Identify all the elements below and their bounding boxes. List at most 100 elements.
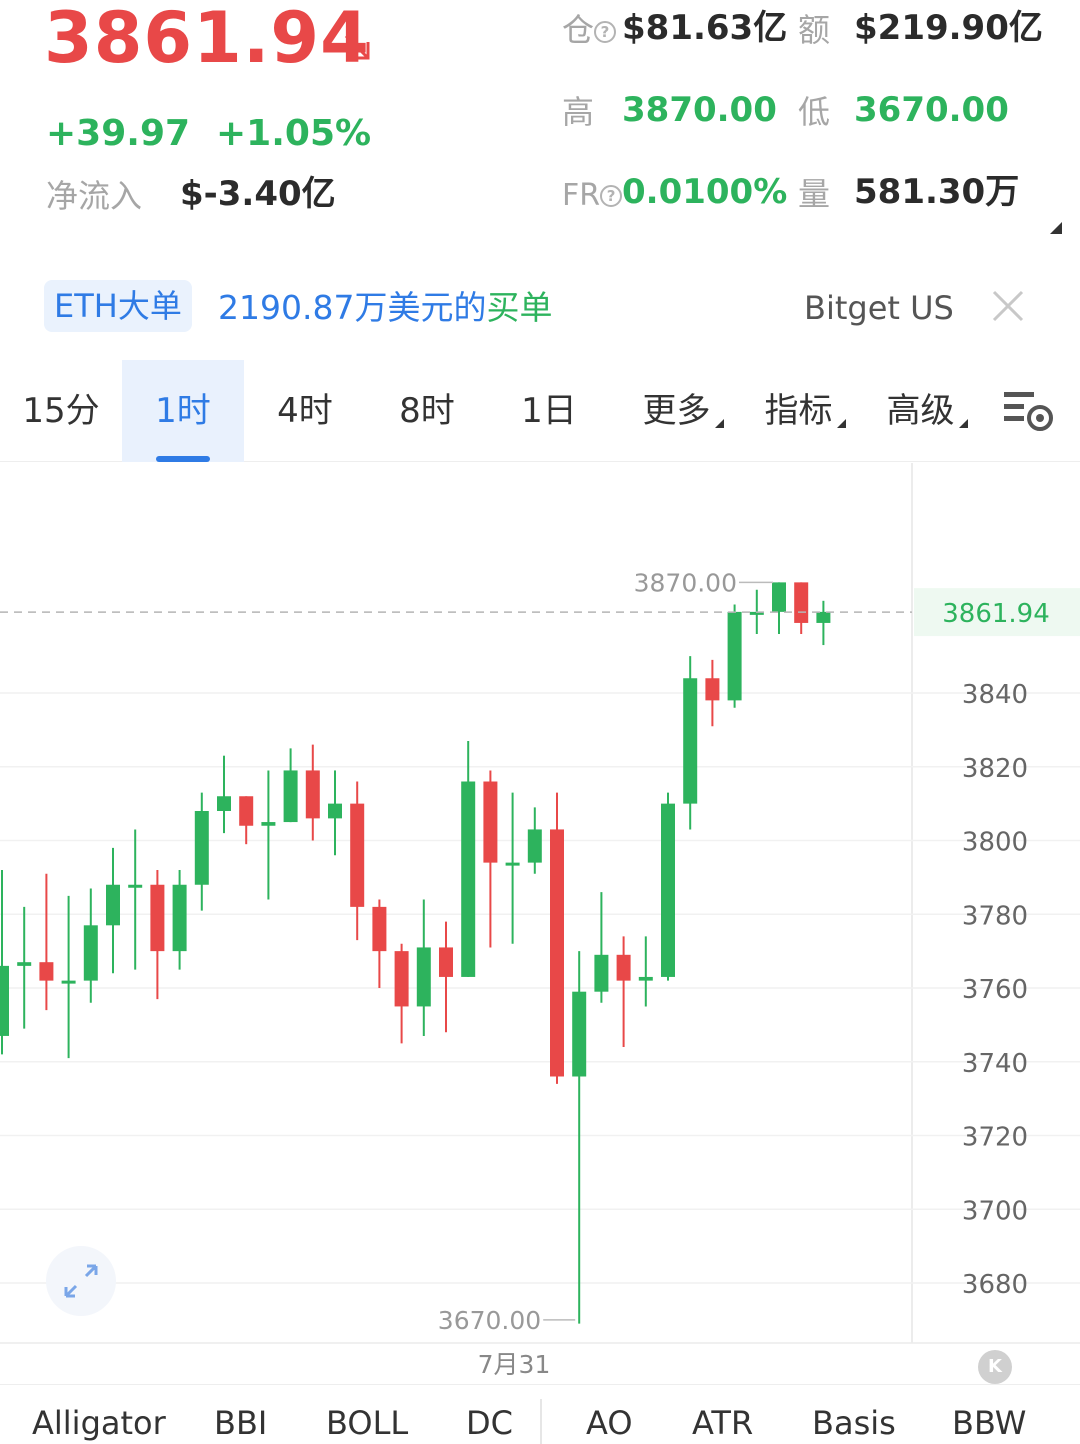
candle-body[interactable]	[505, 862, 520, 866]
candle-body[interactable]	[372, 906, 387, 952]
candle-body[interactable]	[328, 803, 342, 819]
candle-body[interactable]	[239, 796, 254, 826]
candle-body[interactable]	[172, 884, 187, 952]
y-tick-label: 3740	[962, 1049, 1028, 1079]
candle-body[interactable]	[394, 951, 409, 1007]
tab-indicators[interactable]: 指标	[744, 360, 866, 462]
caret-icon	[958, 419, 968, 428]
candle-body[interactable]	[594, 954, 609, 992]
expand-button[interactable]	[46, 1246, 116, 1316]
y-tick-label: 3700	[962, 1196, 1028, 1226]
indicator-basis[interactable]: Basis	[812, 1404, 896, 1442]
candle-body[interactable]	[350, 803, 365, 907]
candle-body[interactable]	[61, 980, 76, 984]
candle-body[interactable]	[705, 678, 720, 701]
candle-body[interactable]	[194, 811, 209, 885]
candle-body[interactable]	[638, 976, 653, 981]
indicator-alligator[interactable]: Alligator	[32, 1404, 166, 1442]
tab-8h[interactable]: 8时	[399, 391, 455, 431]
low-value: 3670.00	[854, 90, 1009, 130]
candle-body[interactable]	[416, 947, 431, 1007]
high-label: 高	[562, 93, 595, 131]
candle-body[interactable]	[83, 925, 98, 981]
volume-label: 量	[798, 175, 831, 213]
help-icon[interactable]: ?	[600, 185, 623, 207]
tab-advanced[interactable]: 高级	[866, 360, 988, 462]
candle-body[interactable]	[527, 829, 542, 863]
arrow-down-right-icon	[344, 34, 370, 60]
candle-body[interactable]	[283, 770, 298, 823]
candle-body[interactable]	[683, 678, 698, 804]
large-order-tag[interactable]: ETH大单	[44, 280, 192, 332]
interval-tabs: 15分 1时 4时 8时 1日 更多 指标 高级	[0, 360, 1080, 462]
volume-value: 581.30万	[854, 172, 1020, 212]
indicator-divider	[540, 1399, 542, 1444]
candle-body[interactable]	[772, 582, 786, 612]
high-value: 3870.00	[622, 90, 777, 130]
funding-rate-label[interactable]: FR?	[562, 174, 623, 216]
candle-body[interactable]	[616, 954, 631, 981]
exchange-name: Bitget US	[804, 289, 954, 327]
large-order-text[interactable]: 2190.87万美元的买单	[218, 288, 553, 327]
amount-label: 额	[798, 11, 831, 49]
price-change: +39.97	[46, 113, 191, 154]
y-tick-label: 3780	[962, 901, 1028, 931]
netflow-label: 净流入	[46, 177, 143, 215]
candle-body[interactable]	[439, 947, 453, 977]
netflow-value: $-3.40亿	[180, 174, 336, 214]
y-tick-label: 3840	[962, 680, 1028, 710]
candle-body[interactable]	[39, 962, 54, 981]
last-price: 3861.94	[44, 0, 370, 79]
candle-body[interactable]	[749, 611, 764, 615]
candle-body[interactable]	[150, 884, 165, 952]
candle-body[interactable]	[661, 803, 675, 977]
candle-body[interactable]	[17, 962, 32, 966]
candlestick-chart[interactable]: 3840 3820 3800 3780 3760 3740 3720 3700 3680 3861…	[0, 463, 1080, 1383]
indicator-boll[interactable]: BOLL	[326, 1404, 409, 1442]
indicator-bbi[interactable]: BBI	[214, 1404, 268, 1442]
expand-stats-icon[interactable]	[1050, 222, 1062, 234]
amount-value: $219.90亿	[854, 8, 1043, 48]
candle-body[interactable]	[550, 829, 564, 1077]
y-tick-label: 3680	[962, 1270, 1028, 1300]
tab-15m[interactable]: 15分	[22, 391, 100, 431]
current-price-label: 3861.94	[942, 599, 1050, 629]
candle-body[interactable]	[461, 781, 476, 977]
candle-body[interactable]	[128, 884, 143, 888]
x-tick-label: 7月31	[478, 1350, 551, 1379]
high-marker-label: 3870.00	[634, 568, 737, 597]
open-interest-label[interactable]: 仓?	[562, 10, 617, 50]
tab-4h[interactable]: 4时	[277, 391, 333, 431]
candle-body[interactable]	[305, 770, 320, 819]
candle-body[interactable]	[106, 884, 120, 926]
tab-1d[interactable]: 1日	[521, 391, 577, 431]
candle-body[interactable]	[727, 611, 742, 701]
indicator-atr[interactable]: ATR	[692, 1404, 754, 1442]
open-interest-value: $81.63亿	[622, 8, 788, 48]
y-tick-label: 3720	[962, 1123, 1028, 1153]
y-tick-label: 3800	[962, 828, 1028, 858]
tab-more[interactable]: 更多	[622, 360, 744, 462]
candle-body[interactable]	[816, 611, 831, 623]
current-price-badge	[914, 588, 1080, 637]
k-icon[interactable]: K	[978, 1350, 1012, 1384]
candle-body[interactable]	[261, 822, 276, 826]
indicator-dc[interactable]: DC	[466, 1404, 513, 1442]
help-icon[interactable]: ?	[594, 21, 617, 43]
candle-body[interactable]	[217, 796, 231, 811]
indicator-bar: Alligator BBI BOLL DC AO ATR Basis BBW	[0, 1384, 1080, 1444]
indicator-bbw[interactable]: BBW	[952, 1404, 1027, 1442]
low-marker-label: 3670.00	[438, 1306, 541, 1335]
candle-body[interactable]	[572, 991, 587, 1077]
close-icon[interactable]	[990, 288, 1026, 324]
tab-1h[interactable]: 1时	[122, 360, 244, 462]
low-label: 低	[798, 93, 831, 131]
funding-rate-value: 0.0100%	[622, 172, 788, 212]
chart-settings-icon[interactable]	[1002, 390, 1056, 434]
indicator-ao[interactable]: AO	[586, 1404, 633, 1442]
candle-body[interactable]	[794, 582, 809, 623]
candle-body[interactable]	[0, 965, 9, 1036]
y-tick-label: 3760	[962, 975, 1028, 1005]
caret-icon	[714, 419, 724, 428]
candle-body[interactable]	[483, 781, 498, 863]
